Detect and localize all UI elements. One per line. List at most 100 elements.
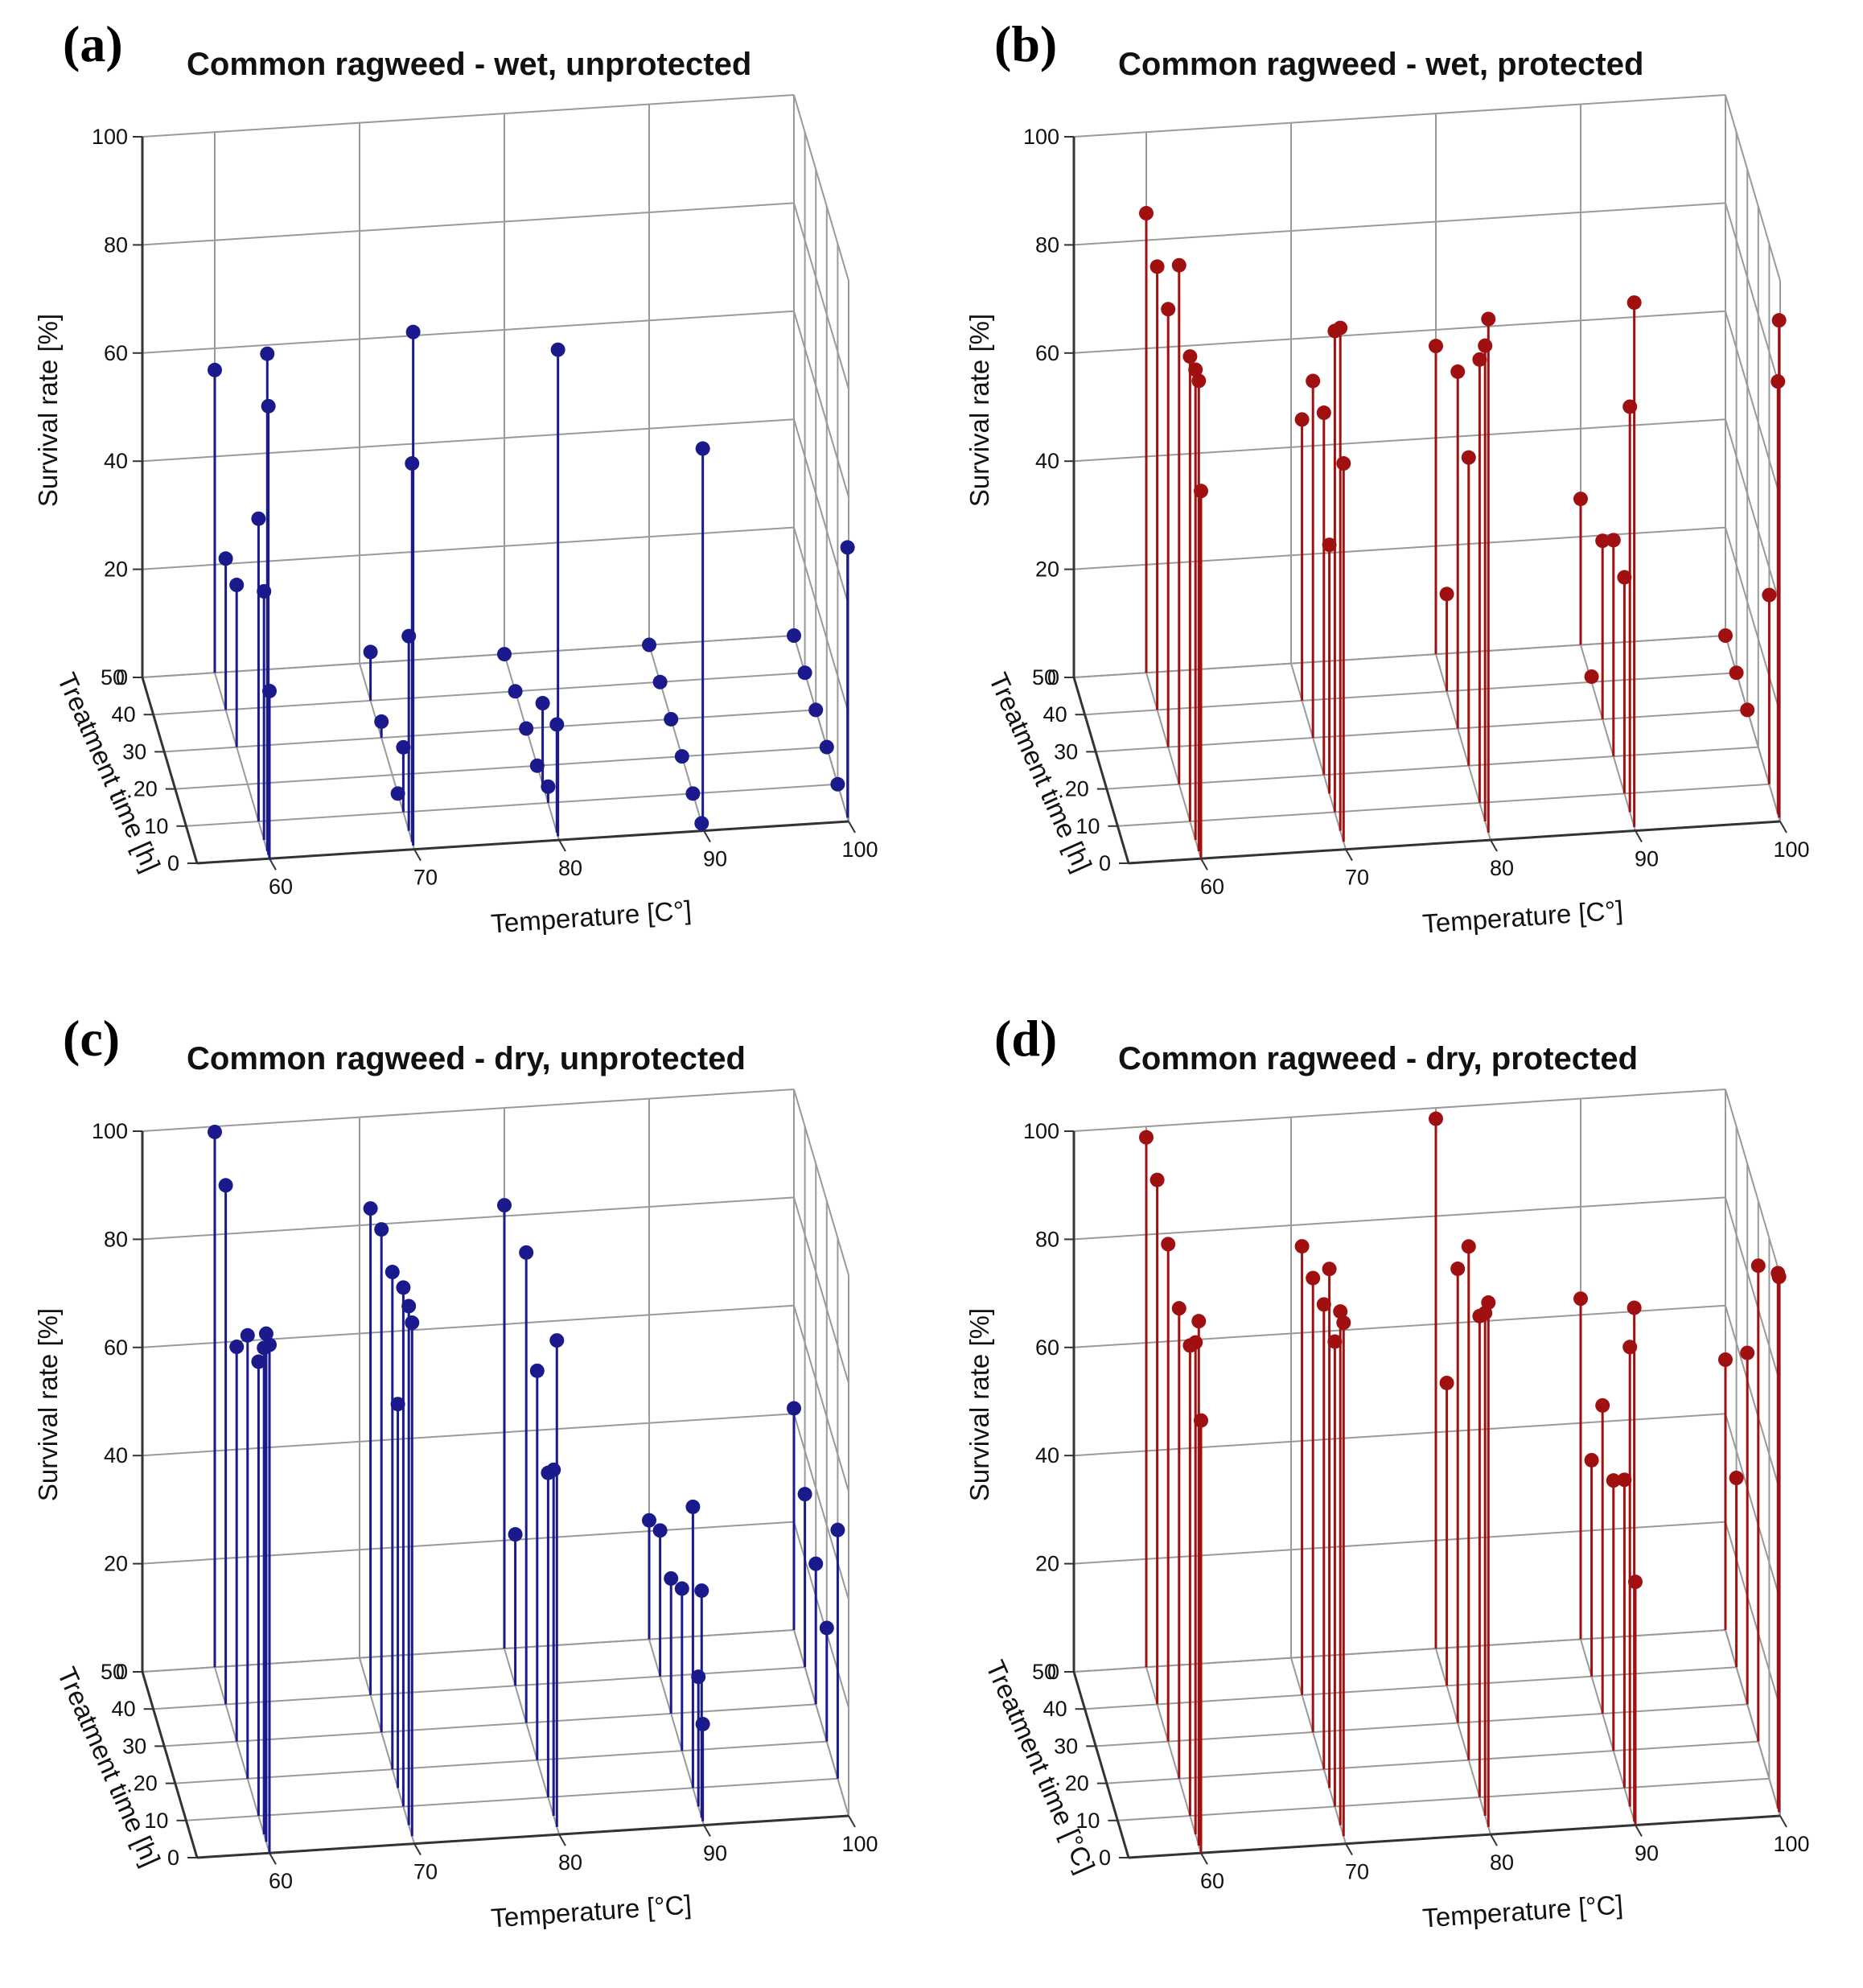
data-point <box>1584 669 1599 685</box>
floor-gridline <box>1725 1629 1781 1817</box>
y-tick-label: 20 <box>104 1552 128 1576</box>
data-point <box>262 683 277 698</box>
data-point <box>497 647 512 662</box>
floor-gridline <box>793 1629 849 1817</box>
x-tick-mark <box>269 858 277 871</box>
data-point <box>1306 1270 1321 1286</box>
data-point <box>1762 587 1777 603</box>
side-wall-gridline <box>793 527 849 714</box>
data-point <box>262 1337 277 1352</box>
side-wall-gridline <box>1725 203 1781 389</box>
x-tick-label: 60 <box>269 1869 293 1893</box>
side-wall-gridline <box>793 1413 849 1600</box>
depth-tick-label: 50 <box>1032 1660 1056 1684</box>
data-point <box>1627 295 1642 311</box>
data-point <box>685 1499 701 1514</box>
data-point <box>405 324 421 340</box>
depth-tick-label: 10 <box>144 1809 168 1833</box>
side-wall-gridline <box>793 1197 849 1384</box>
floor-gridline <box>175 746 827 790</box>
data-point <box>1771 313 1787 328</box>
floor-gridline <box>1117 783 1770 827</box>
x-tick-mark <box>1635 830 1643 843</box>
floor-gridline <box>793 635 849 822</box>
data-point <box>695 441 710 456</box>
side-wall-gridline <box>1725 418 1781 606</box>
data-point <box>1573 1291 1588 1307</box>
depth-tick-label: 30 <box>122 1734 146 1758</box>
y-tick-label: 100 <box>92 125 128 149</box>
floor-gridline <box>359 1657 415 1844</box>
y-tick-label: 20 <box>1035 558 1059 582</box>
data-point <box>691 1669 706 1685</box>
x-tick-mark <box>413 849 422 862</box>
data-point <box>1472 352 1487 367</box>
data-point <box>374 714 389 729</box>
data-point <box>549 1333 565 1348</box>
side-wall-gridline <box>1725 1197 1781 1384</box>
y-axis-title: Survival rate [%] <box>33 313 63 508</box>
floor-gridline <box>164 1703 816 1747</box>
back-wall-gridline <box>1073 1196 1726 1241</box>
depth-tick-label: 20 <box>134 1772 158 1796</box>
data-point <box>1750 1258 1766 1274</box>
chart-plot-area: 0 20 40 60 80 100 0 10 20 30 40 50 60 70 80 90 100 <box>92 94 878 899</box>
data-point <box>218 1178 233 1193</box>
side-wall-gridline <box>1725 1305 1781 1492</box>
data-point <box>497 1198 512 1213</box>
x-tick-mark <box>1779 1815 1787 1828</box>
x-tick-mark <box>1200 1852 1208 1865</box>
depth-tick-label: 30 <box>1054 1734 1078 1758</box>
floor-gridline <box>359 663 415 850</box>
x-tick-mark <box>413 1843 422 1856</box>
x-axis-line <box>1128 1814 1781 1859</box>
data-point <box>260 346 275 361</box>
chart-panel-c: 0 20 40 60 80 100 0 10 20 30 40 50 60 70 80 90 100 (c) C… <box>0 994 932 1988</box>
x-tick-mark <box>703 1825 711 1838</box>
data-point <box>1306 373 1321 389</box>
x-tick-label: 100 <box>841 838 878 862</box>
depth-axis-line <box>141 677 199 864</box>
x-tick-mark <box>1200 858 1208 871</box>
data-point <box>1149 1172 1165 1187</box>
x-axis-line <box>196 1814 849 1859</box>
y-tick-label: 20 <box>1035 1552 1059 1576</box>
back-wall-gridline <box>1073 1089 1726 1132</box>
data-point <box>1461 450 1476 465</box>
data-point <box>1188 1335 1203 1350</box>
floor-gridline <box>142 635 795 678</box>
x-tick-label: 80 <box>558 1850 582 1875</box>
back-wall-gridline <box>142 1196 795 1241</box>
data-point <box>664 1570 679 1586</box>
data-point <box>1481 1295 1496 1311</box>
side-wall-gridline <box>1725 1521 1781 1708</box>
depth-tick-label: 40 <box>1043 702 1067 726</box>
data-point <box>1139 1130 1154 1145</box>
y-axis-title: Survival rate [%] <box>964 313 994 508</box>
data-point <box>652 1523 668 1538</box>
data-point <box>1429 1111 1443 1126</box>
back-wall-gridline <box>1073 94 1726 138</box>
data-point <box>1584 1452 1599 1467</box>
x-tick-label: 70 <box>413 866 438 890</box>
data-point <box>1595 1397 1610 1413</box>
x-tick-label: 90 <box>703 847 727 871</box>
data-point <box>385 1265 400 1280</box>
floor-gridline <box>153 1666 805 1710</box>
floor-gridline <box>1096 1703 1748 1747</box>
panel-letter: (a) <box>63 15 123 72</box>
side-wall-gridline <box>793 311 849 498</box>
data-point <box>535 696 550 711</box>
x-tick-label: 80 <box>1490 856 1514 880</box>
data-point <box>1191 1314 1207 1329</box>
depth-tick-label: 20 <box>134 777 158 801</box>
data-point <box>830 776 845 792</box>
data-point <box>1171 257 1186 273</box>
data-point <box>1294 412 1310 427</box>
data-point <box>261 398 276 414</box>
data-point <box>797 1487 812 1502</box>
floor-gridline <box>1117 1777 1770 1821</box>
data-point <box>1327 1334 1343 1349</box>
data-point <box>1333 320 1348 335</box>
data-point <box>1194 1413 1208 1428</box>
